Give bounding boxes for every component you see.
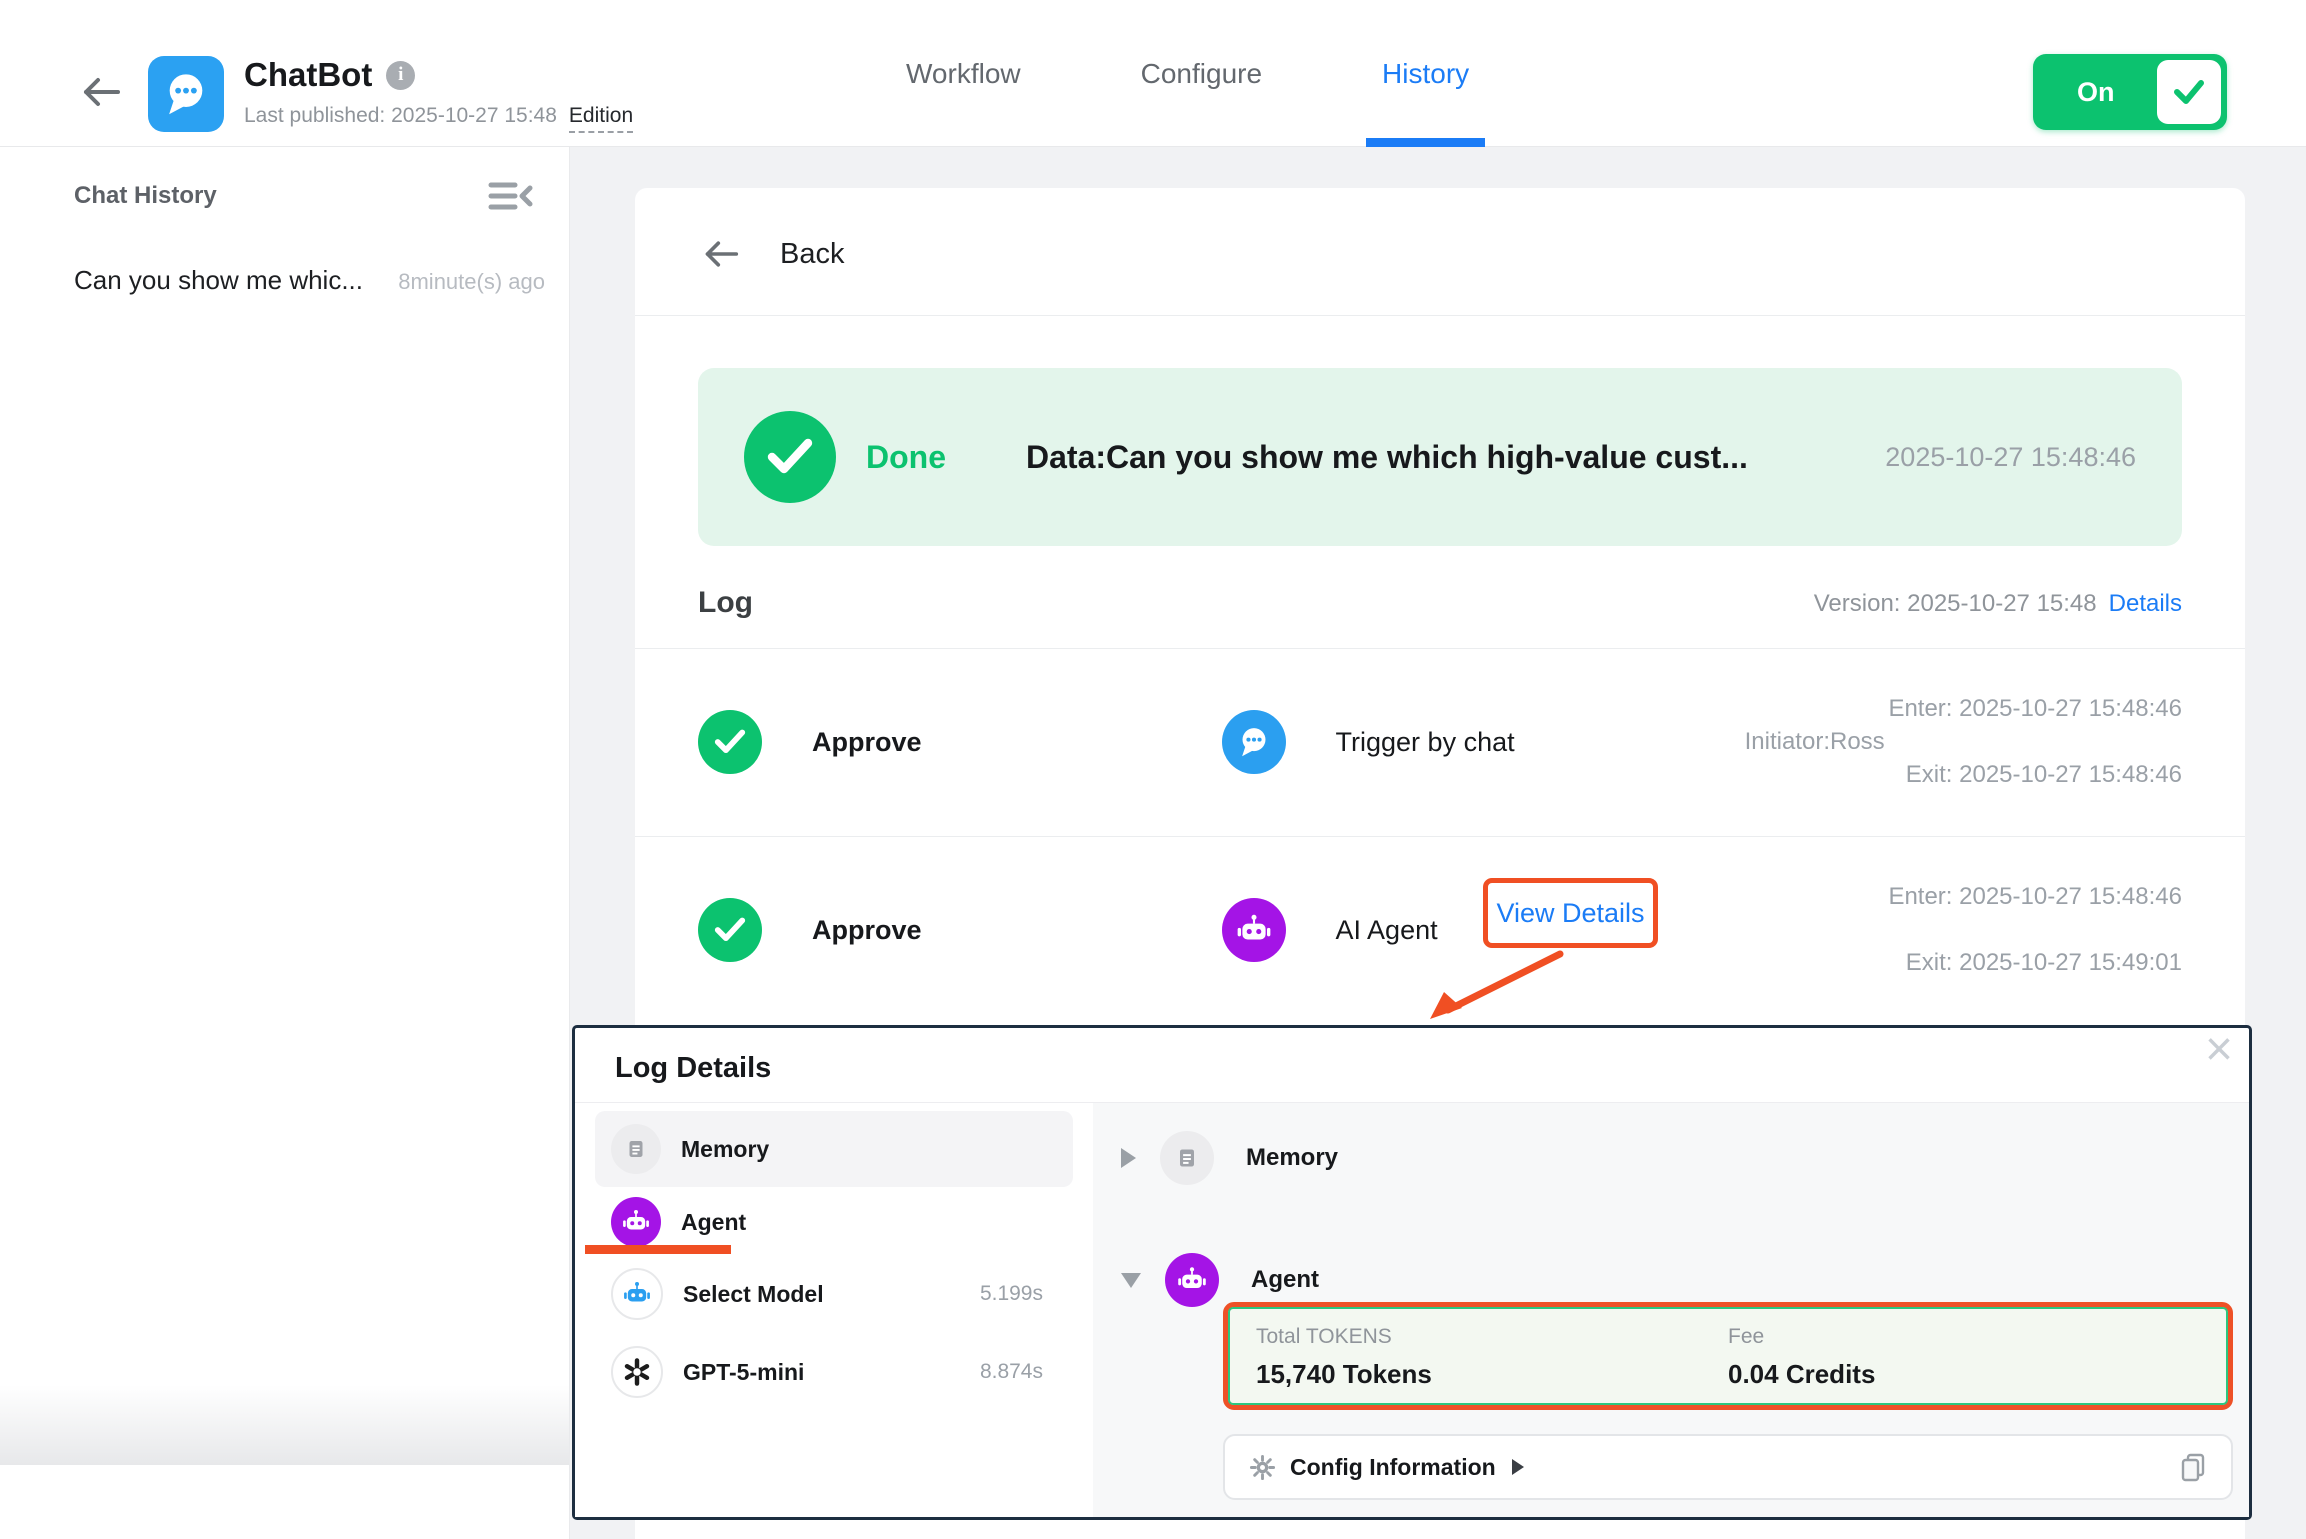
toggle-on-label: On — [2077, 76, 2115, 107]
divider — [575, 1102, 2249, 1103]
memory-icon — [1160, 1131, 1214, 1185]
total-tokens-label: Total TOKENS — [1256, 1325, 1392, 1348]
chevron-right-icon[interactable] — [1121, 1148, 1136, 1168]
step-duration: 5.199s — [979, 1282, 1043, 1305]
fee-value: 0.04 Credits — [1728, 1359, 1876, 1389]
tab-history[interactable]: History — [1366, 0, 1486, 147]
collapse-sidebar-icon[interactable] — [487, 179, 533, 213]
config-information-label: Config Information — [1290, 1453, 1496, 1480]
agent-icon — [611, 1197, 661, 1247]
row-status: Approve — [812, 914, 922, 945]
version-label: Version: 2025-10-27 15:48 — [1813, 590, 2097, 617]
log-details-modal: Log Details × Memory — [572, 1025, 2252, 1520]
close-icon[interactable]: × — [2204, 1023, 2233, 1076]
publish-toggle[interactable]: On — [2033, 54, 2227, 130]
enter-time: Enter: 2025-10-27 15:48:46 — [1888, 883, 2182, 910]
toggle-knob — [2157, 60, 2221, 124]
info-icon[interactable]: i — [386, 60, 416, 90]
modal-title: Log Details — [615, 1052, 772, 1084]
status-banner: Done Data:Can you show me which high-val… — [698, 368, 2182, 546]
tree-row-agent[interactable]: Agent — [1121, 1251, 1319, 1309]
view-details-link[interactable]: View Details — [1496, 897, 1645, 928]
token-stats-box: Total TOKENS 15,740 Tokens Fee 0.04 Cred… — [1228, 1307, 2228, 1405]
approve-check-icon — [698, 898, 762, 962]
header-back-button[interactable] — [78, 72, 124, 112]
node-name: AI Agent — [1335, 914, 1438, 945]
back-arrow-icon — [705, 241, 739, 267]
nav-item-select-model[interactable]: Select Model 5.199s — [595, 1263, 1073, 1325]
success-check-icon — [744, 411, 836, 503]
step-duration: 8.874s — [979, 1360, 1043, 1383]
divider — [635, 315, 2245, 316]
run-timestamp: 2025-10-27 15:48:46 — [1885, 441, 2136, 472]
config-information-row[interactable]: Config Information — [1223, 1434, 2233, 1500]
agent-annotation-underline — [585, 1245, 731, 1254]
memory-icon — [611, 1124, 661, 1174]
approve-check-icon — [698, 710, 762, 774]
view-details-annotation-box: View Details — [1483, 878, 1658, 948]
node-name: Trigger by chat — [1335, 726, 1515, 757]
nav-item-gpt-5-mini[interactable]: GPT-5-mini 8.874s — [595, 1341, 1073, 1403]
log-heading: Log — [698, 586, 753, 619]
chevron-down-icon[interactable] — [1121, 1272, 1141, 1288]
sidebar-scroll-fade — [0, 1385, 569, 1465]
version-details-link[interactable]: Details — [2108, 590, 2182, 617]
tab-workflow[interactable]: Workflow — [906, 57, 1021, 89]
initiator-label: Initiator:Ross — [1744, 728, 1885, 755]
fee-label: Fee — [1728, 1325, 1765, 1348]
gear-icon — [1249, 1454, 1276, 1480]
back-label: Back — [780, 237, 845, 270]
sidebar-title: Chat History — [74, 182, 217, 209]
back-button[interactable]: Back — [700, 236, 844, 272]
chat-history-item[interactable]: Can you show me whic... 8minute(s) ago — [74, 265, 545, 296]
token-stats-annotation-box: Total TOKENS 15,740 Tokens Fee 0.04 Cred… — [1223, 1302, 2233, 1410]
annotation-arrow-icon — [1430, 950, 1564, 1019]
exit-time: Exit: 2025-10-27 15:48:46 — [1905, 761, 2182, 788]
divider — [635, 836, 2245, 837]
chatbot-app-icon — [148, 56, 224, 132]
page-title: ChatBot — [244, 56, 373, 93]
chat-item-time: 8minute(s) ago — [398, 269, 545, 294]
agent-icon — [1165, 1253, 1219, 1307]
row-status: Approve — [812, 726, 922, 757]
log-row-agent: Approve AI Agent Enter: 2025-10-27 15:48… — [635, 836, 2245, 1024]
chat-history-sidebar: Chat History Can you show me whic... 8mi… — [0, 147, 570, 1539]
edition-link[interactable]: Edition — [568, 104, 634, 133]
tab-configure[interactable]: Configure — [1140, 57, 1263, 89]
back-arrow-icon — [84, 78, 120, 106]
chat-bubble-icon — [169, 74, 203, 115]
ai-agent-icon — [1221, 898, 1286, 962]
status-badge: Done — [866, 438, 946, 475]
select-model-robot-icon — [611, 1268, 663, 1320]
divider — [635, 648, 2245, 649]
main-tabs: Workflow Configure History — [900, 0, 1486, 147]
modal-nav-panel: Memory Agent — [575, 1103, 1093, 1517]
copy-button[interactable] — [2179, 1452, 2207, 1482]
chat-item-text: Can you show me whic... — [74, 265, 364, 295]
last-published-text: Last published: 2025-10-27 15:48 — [244, 104, 557, 127]
check-icon — [2174, 80, 2204, 104]
total-tokens-value: 15,740 Tokens — [1256, 1359, 1432, 1389]
enter-time: Enter: 2025-10-27 15:48:46 — [1888, 695, 2182, 722]
openai-logo-icon — [611, 1346, 663, 1398]
chevron-right-icon — [1511, 1459, 1524, 1475]
nav-item-memory[interactable]: Memory — [595, 1111, 1073, 1187]
log-row-trigger: Approve Trigger by chat Initiator:Ross E… — [635, 648, 2245, 836]
tree-row-memory[interactable]: Memory — [1121, 1129, 1338, 1187]
run-title: Data:Can you show me which high-value cu… — [1026, 438, 1748, 475]
modal-detail-panel: Memory Agent — [1093, 1103, 2249, 1517]
exit-time: Exit: 2025-10-27 15:49:01 — [1905, 949, 2182, 976]
copy-icon — [2181, 1453, 2205, 1482]
active-tab-underline — [1366, 138, 1486, 147]
nav-item-agent[interactable]: Agent — [595, 1191, 1073, 1253]
app-header: ChatBot i Last published: 2025-10-27 15:… — [0, 0, 2306, 147]
trigger-chat-icon — [1221, 710, 1286, 774]
